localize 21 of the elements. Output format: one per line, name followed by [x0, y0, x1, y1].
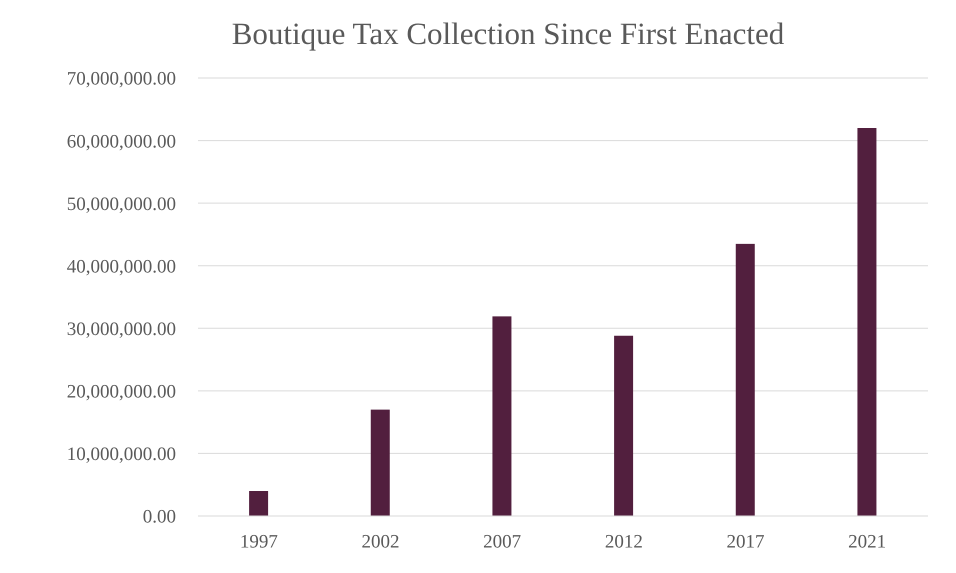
- x-tick-label: 2021: [848, 531, 886, 552]
- x-tick-label: 2017: [726, 531, 764, 552]
- y-tick-label: 30,000,000.00: [66, 319, 176, 340]
- x-tick-label: 2012: [604, 531, 643, 552]
- bar: [249, 490, 268, 516]
- y-tick-label: 10,000,000.00: [66, 444, 176, 466]
- y-tick-label: 50,000,000.00: [66, 194, 176, 215]
- bar: [736, 244, 755, 516]
- x-tick-label: 2002: [362, 531, 400, 552]
- bar: [857, 128, 876, 516]
- bar: [492, 316, 512, 516]
- y-tick-label: 70,000,000.00: [66, 68, 176, 90]
- bar: [370, 410, 390, 516]
- y-tick-label: 20,000,000.00: [66, 382, 176, 403]
- y-tick-label: 40,000,000.00: [66, 256, 176, 278]
- x-tick-label: 2007: [483, 531, 522, 552]
- y-tick-label: 0.00: [142, 506, 176, 528]
- chart-title: Boutique Tax Collection Since First Enacted: [230, 15, 786, 53]
- y-tick-label: 60,000,000.00: [66, 131, 176, 152]
- bar: [614, 336, 634, 516]
- x-tick-label: 1997: [240, 531, 278, 552]
